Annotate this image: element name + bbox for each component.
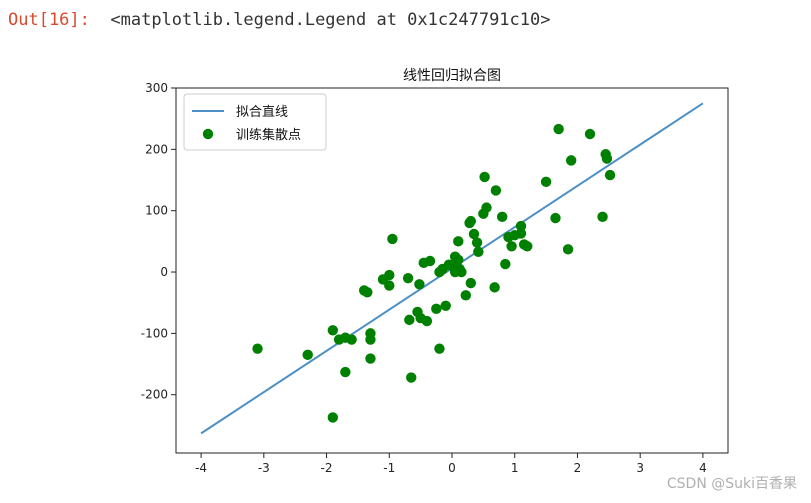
scatter-point bbox=[387, 233, 398, 245]
watermark: CSDN @Suki百香果 bbox=[666, 476, 797, 492]
scatter-point bbox=[468, 228, 480, 240]
scatter-point bbox=[471, 237, 483, 248]
axis-ticks: -4 -3 -2 -1 0 1 2 3 4 -200 -100 0 100 200 300 bbox=[141, 81, 707, 475]
scatter-point bbox=[465, 277, 477, 289]
scatter-point bbox=[431, 303, 442, 315]
scatter-point bbox=[489, 282, 500, 293]
x-tick-label: 1 bbox=[511, 461, 519, 475]
output-line: Out[16]: <matplotlib.legend.Legend at 0x… bbox=[8, 10, 550, 30]
x-tick-label: -1 bbox=[383, 461, 395, 475]
scatter-point bbox=[365, 328, 376, 339]
y-tick-label: 300 bbox=[145, 81, 168, 95]
scatter-point bbox=[565, 155, 577, 166]
scatter-point bbox=[496, 211, 508, 223]
x-tick-label: -3 bbox=[258, 461, 270, 475]
scatter-point bbox=[515, 228, 527, 239]
scatter-point bbox=[473, 246, 484, 257]
x-tick-label: -4 bbox=[195, 461, 207, 475]
scatter-point bbox=[479, 171, 490, 183]
y-tick-label: 0 bbox=[160, 265, 168, 279]
scatter-point bbox=[384, 280, 395, 291]
scatter-point bbox=[414, 279, 425, 290]
scatter-point bbox=[460, 290, 471, 301]
chart-title: 线性回归拟合图 bbox=[403, 67, 501, 84]
chart-marks bbox=[200, 102, 704, 435]
scatter-point bbox=[346, 334, 357, 345]
scatter-point bbox=[421, 315, 433, 327]
scatter-point bbox=[550, 212, 561, 224]
scatter-point bbox=[362, 287, 373, 298]
scatter-point bbox=[340, 366, 351, 378]
y-tick-label: 200 bbox=[145, 142, 168, 156]
scatter-point bbox=[302, 349, 313, 361]
scatter-point bbox=[327, 412, 339, 423]
scatter-point bbox=[406, 372, 417, 383]
scatter-point bbox=[500, 258, 511, 270]
scatter-point bbox=[402, 272, 414, 284]
scatter-point bbox=[453, 236, 464, 247]
scatter-point bbox=[597, 211, 608, 223]
scatter-point bbox=[465, 215, 477, 227]
scatter-point bbox=[384, 269, 395, 281]
scatter-point bbox=[601, 153, 613, 164]
y-tick-label: 100 bbox=[145, 204, 168, 218]
scatter-point bbox=[522, 241, 533, 252]
y-tick-label: -200 bbox=[141, 388, 168, 402]
scatter-point bbox=[540, 176, 552, 188]
scatter-point bbox=[553, 123, 564, 135]
x-tick-label: 3 bbox=[636, 461, 644, 475]
scatter-point bbox=[481, 202, 492, 213]
legend-box bbox=[183, 93, 327, 151]
scatter-point bbox=[515, 220, 527, 232]
scatter-point bbox=[424, 255, 436, 267]
scatter-point bbox=[434, 343, 445, 354]
scatter-point bbox=[456, 266, 467, 278]
scatter-point bbox=[404, 314, 415, 326]
legend-label-scatter: 训练集散点 bbox=[236, 127, 301, 143]
scatter-point bbox=[440, 300, 451, 311]
scatter-point bbox=[562, 244, 574, 255]
y-tick-label: -100 bbox=[141, 326, 168, 340]
output-repr: <matplotlib.legend.Legend at 0x1c247791c… bbox=[110, 10, 551, 30]
legend-label-line: 拟合直线 bbox=[236, 105, 288, 120]
x-tick-label: 4 bbox=[699, 461, 707, 475]
x-tick-label: 0 bbox=[448, 461, 456, 475]
x-tick-label: -2 bbox=[321, 461, 333, 475]
out-prompt: Out[16]: bbox=[8, 10, 90, 30]
scatter-point bbox=[490, 185, 502, 196]
scatter-point bbox=[506, 241, 517, 252]
scatter-point bbox=[584, 128, 596, 140]
scatter-point bbox=[453, 254, 464, 265]
scatter-point bbox=[365, 353, 376, 364]
legend-point-swatch bbox=[202, 128, 214, 140]
scatter-point bbox=[327, 325, 339, 336]
scatter-point bbox=[252, 343, 263, 354]
scatter-point bbox=[604, 169, 616, 181]
x-tick-label: 2 bbox=[574, 461, 582, 475]
